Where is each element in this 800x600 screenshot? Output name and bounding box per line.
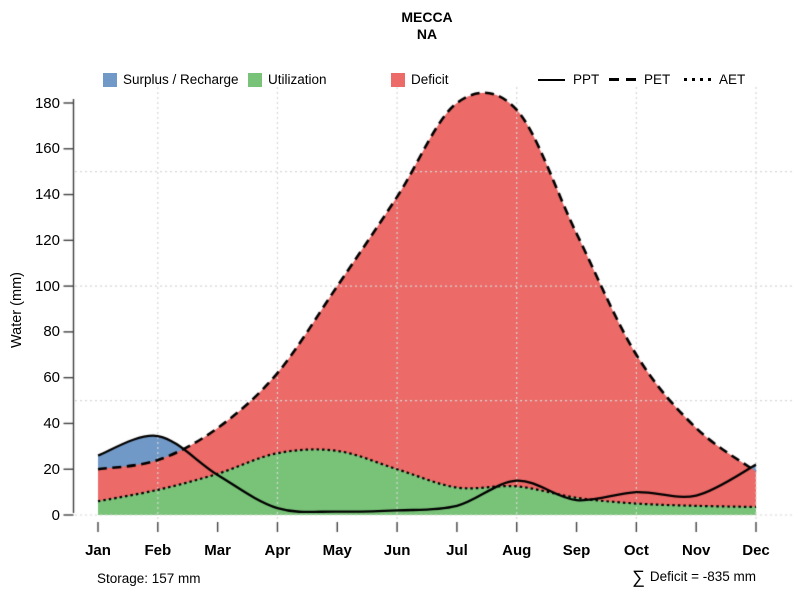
y-tick-label: 60 xyxy=(43,369,60,387)
deficit-sum-text: Deficit = -835 mm xyxy=(649,569,756,584)
surplus-swatch-icon xyxy=(103,72,117,87)
deficit-sum-annotation: ∑ Deficit = -835 mm xyxy=(632,567,756,588)
legend-label-aet: AET xyxy=(719,72,746,87)
x-tick-label: Feb xyxy=(144,542,172,559)
x-tick-label: Jul xyxy=(446,542,468,559)
x-tick-label: Dec xyxy=(742,542,770,559)
legend-label-pet: PET xyxy=(644,72,671,87)
y-tick-label: 100 xyxy=(34,277,60,295)
legend-item-pet: PET xyxy=(609,72,670,87)
storage-annotation: Storage: 157 mm xyxy=(97,571,201,586)
utilization-swatch-icon xyxy=(248,72,262,87)
deficit-swatch-icon xyxy=(391,72,405,87)
legend-item-utilization: Utilization xyxy=(248,72,327,87)
x-tick-label: Apr xyxy=(264,542,291,559)
dotted-line-icon xyxy=(684,78,711,81)
x-tick-label: May xyxy=(322,542,352,559)
y-axis-title: Water (mm) xyxy=(9,272,25,348)
x-tick-label: Jun xyxy=(383,542,411,559)
legend-label-surplus: Surplus / Recharge xyxy=(123,72,239,87)
x-tick-label: Sep xyxy=(562,542,591,559)
sigma-icon: ∑ xyxy=(632,567,645,587)
x-tick-label: Mar xyxy=(204,542,231,559)
chart-subtitle: NA xyxy=(416,26,438,42)
x-tick-label: Nov xyxy=(682,542,711,559)
y-tick-label: 160 xyxy=(34,140,60,158)
y-tick-label: 80 xyxy=(43,323,60,341)
legend-item-deficit: Deficit xyxy=(391,72,449,87)
legend-item-ppt: PPT xyxy=(538,72,599,87)
legend-item-aet: AET xyxy=(684,72,745,87)
x-tick-label: Oct xyxy=(623,542,649,559)
y-tick-label: 20 xyxy=(43,460,60,478)
solid-line-icon xyxy=(538,78,565,81)
y-tick-label: 0 xyxy=(51,506,60,524)
y-tick-label: 180 xyxy=(34,94,60,112)
y-tick-label: 40 xyxy=(43,414,60,432)
legend-item-surplus: Surplus / Recharge xyxy=(103,72,239,87)
legend-label-ppt: PPT xyxy=(573,72,600,87)
legend-label-utilization: Utilization xyxy=(268,72,327,87)
x-tick-label: Jan xyxy=(85,542,111,559)
y-tick-label: 120 xyxy=(34,231,60,249)
y-tick-label: 140 xyxy=(34,186,60,204)
chart-title: MECCA xyxy=(401,9,453,25)
legend-label-deficit: Deficit xyxy=(411,72,449,87)
x-tick-label: Aug xyxy=(502,542,532,559)
dashed-line-icon xyxy=(609,78,636,81)
